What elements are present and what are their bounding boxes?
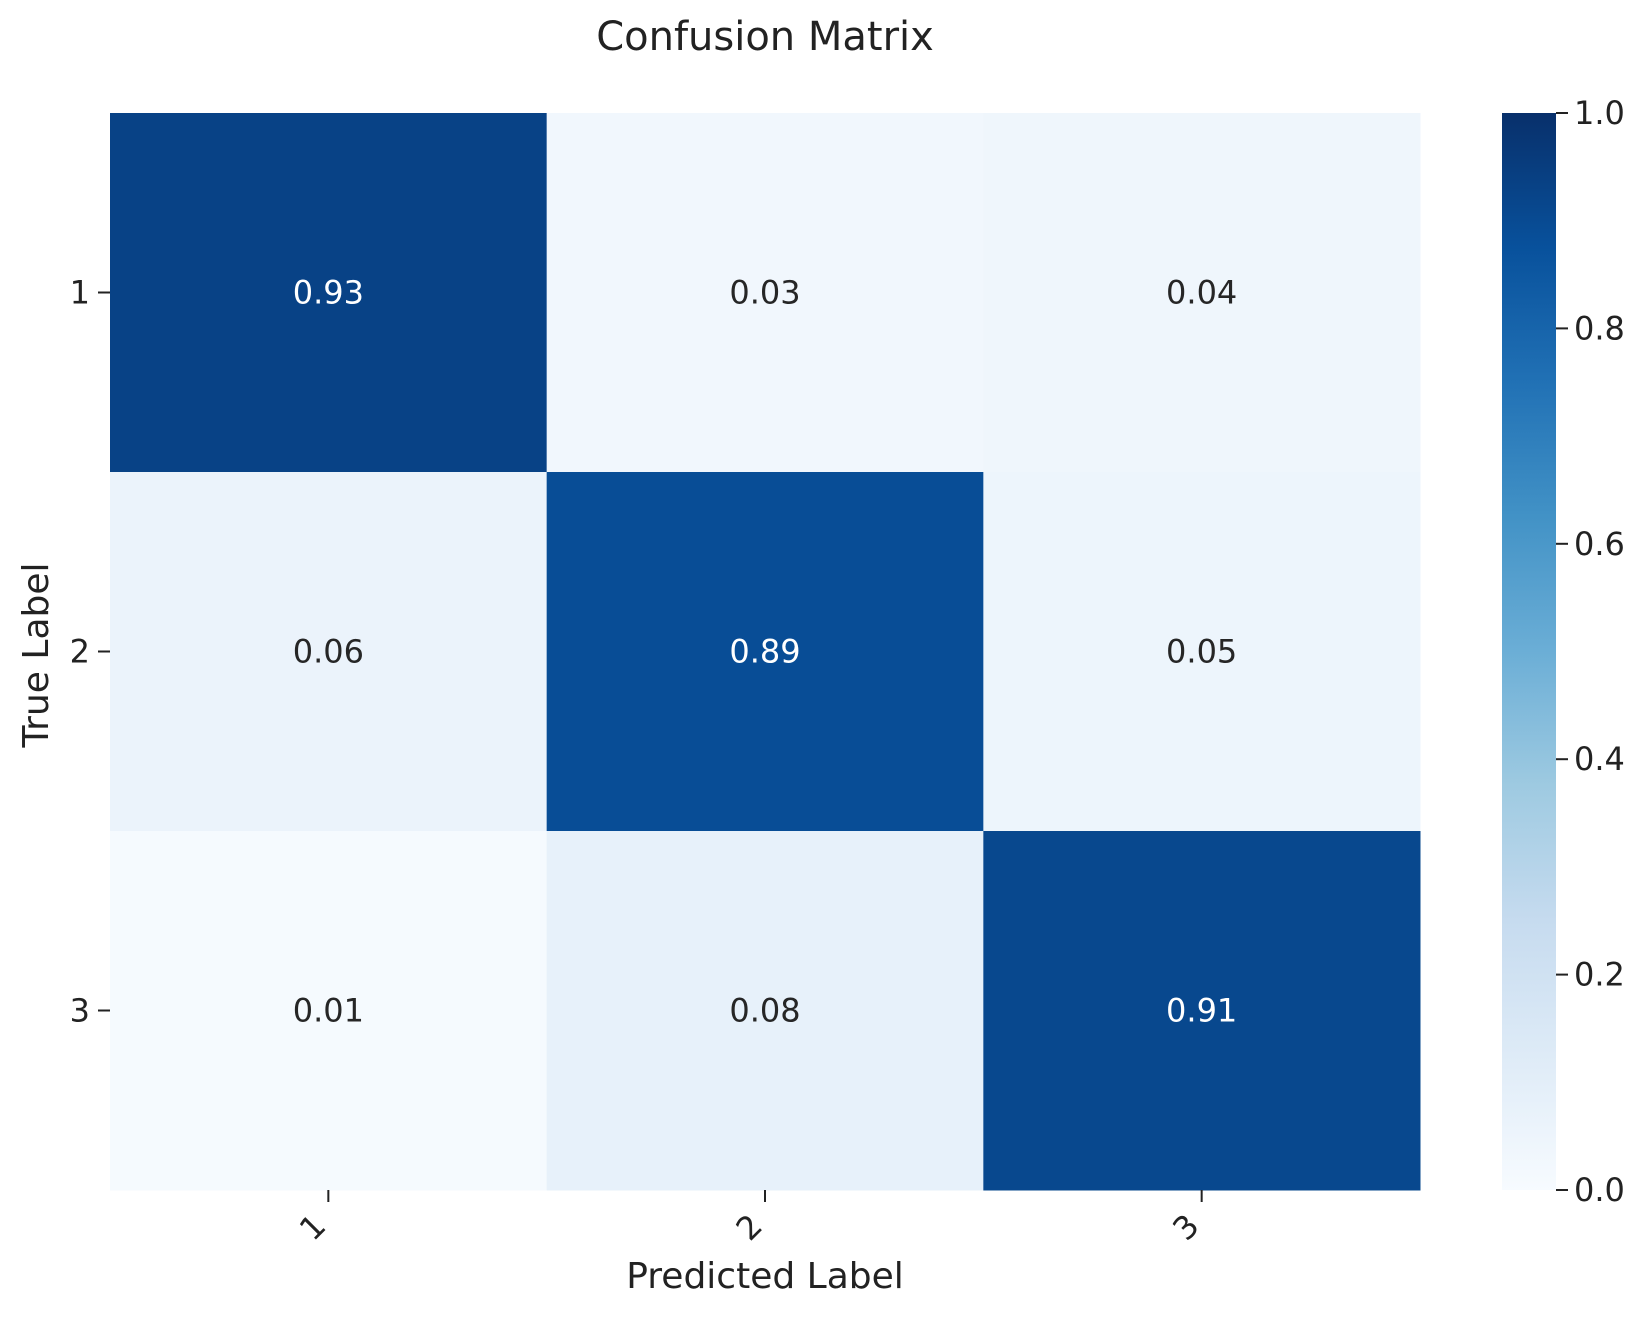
- cell-value-label: 0.93: [293, 274, 364, 312]
- x-tick-label: 1: [292, 1207, 333, 1248]
- colorbar-tick-label: 0.4: [1574, 740, 1625, 778]
- x-tick-label: 3: [1165, 1207, 1206, 1248]
- y-tick-label: 3: [70, 992, 90, 1030]
- y-tick-label: 2: [70, 633, 90, 671]
- cell-value-label: 0.91: [1166, 992, 1237, 1030]
- colorbar-tick-label: 0.0: [1574, 1171, 1625, 1209]
- y-tick-label: 1: [70, 274, 90, 312]
- heatmap-cell-r3-c3: [983, 831, 1421, 1191]
- cell-value-labels: 0.93 0.03 0.04 0.06 0.89 0.05 0.01 0.08 0.91: [293, 274, 1238, 1030]
- heatmap-cell-r1-c2: [546, 113, 984, 473]
- heatmap-cell-r2-c1: [110, 472, 548, 832]
- cell-value-label: 0.06: [293, 633, 364, 671]
- y-axis-ticks: 1 2 3: [70, 274, 110, 1030]
- x-tick-label: 2: [729, 1207, 770, 1248]
- heatmap-cell-r1-c1: [110, 113, 548, 473]
- cell-value-label: 0.01: [293, 992, 364, 1030]
- heatmap-cell-r3-c2: [546, 831, 984, 1191]
- heatmap-cell-r3-c1: [110, 831, 548, 1191]
- colorbar-tick-label: 1.0: [1574, 94, 1625, 132]
- cell-value-label: 0.04: [1166, 274, 1237, 312]
- colorbar-gradient: [1502, 113, 1556, 1190]
- cell-value-label: 0.03: [729, 274, 800, 312]
- cell-value-label: 0.89: [729, 633, 800, 671]
- cell-value-label: 0.08: [729, 992, 800, 1030]
- heatmap-cell-r1-c3: [983, 113, 1421, 473]
- colorbar: 0.0 0.2 0.4 0.6 0.8 1.0: [1502, 94, 1625, 1209]
- chart-title: Confusion Matrix: [596, 14, 934, 60]
- x-axis-label: Predicted Label: [626, 1256, 904, 1297]
- colorbar-tick-label: 0.8: [1574, 309, 1625, 347]
- colorbar-tick-label: 0.6: [1574, 525, 1625, 563]
- x-axis-ticks: 1 2 3: [292, 1190, 1207, 1248]
- y-axis-label: True Label: [16, 562, 57, 748]
- heatmap-cell-r2-c3: [983, 472, 1421, 832]
- heatmap-cell-r2-c2: [546, 472, 984, 832]
- cell-value-label: 0.05: [1166, 633, 1237, 671]
- heatmap-cells: [110, 113, 1421, 1191]
- colorbar-tick-label: 0.2: [1574, 956, 1625, 994]
